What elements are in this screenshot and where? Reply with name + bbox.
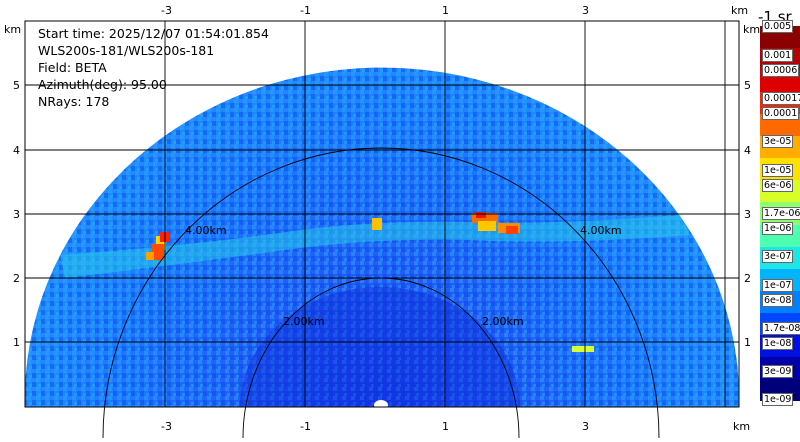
x-unit-bottom: km	[733, 420, 750, 433]
ring-label-right-outer: 4.00km	[580, 224, 622, 237]
start-time-text: Start time: 2025/12/07 01:54:01.854	[38, 26, 269, 41]
colorbar-label: 1e-05	[762, 164, 794, 177]
y-unit-left: km	[4, 23, 21, 36]
x-unit-top: km	[731, 4, 748, 17]
x-tick-bottom: -1	[300, 420, 311, 433]
colorbar-label: 1e-06	[762, 222, 794, 235]
y-tick-right: 1	[744, 336, 751, 349]
y-tick-left: 4	[13, 144, 20, 157]
aerosol-layer	[60, 215, 690, 278]
y-tick-right: 2	[744, 272, 751, 285]
colorbar-label: 6e-08	[762, 294, 794, 307]
colorbar-label: 0.001	[762, 49, 794, 62]
y-tick-left: 1	[13, 336, 20, 349]
x-tick-top: -1	[300, 4, 311, 17]
y-tick-right: 3	[744, 208, 751, 221]
colorbar-label: 0.00017	[762, 92, 800, 105]
colorbar-label: 3e-05	[762, 135, 794, 148]
colorbar-label: 1e-09	[762, 393, 794, 406]
nrays-text: NRays: 178	[38, 94, 110, 109]
scan-info: Start time: 2025/12/07 01:54:01.854 WLS2…	[38, 25, 269, 110]
cloud-echo-right	[472, 212, 520, 234]
y-tick-left: 2	[13, 272, 20, 285]
grid-lines	[25, 21, 739, 407]
y-tick-left: 5	[13, 79, 20, 92]
x-tick-bottom: 3	[582, 420, 589, 433]
y-tick-left: 3	[13, 208, 20, 221]
clutter-patch	[572, 346, 594, 352]
colorbar-label: 0.0001	[762, 107, 800, 120]
cloud-echo-center	[372, 218, 382, 230]
colorbar-label: 1e-08	[762, 337, 794, 350]
colorbar-label: 3e-07	[762, 250, 794, 263]
ring-label-left-inner: 2.00km	[283, 315, 325, 328]
field-text: Field: BETA	[38, 60, 107, 75]
colorbar-label: 1e-07	[762, 279, 794, 292]
colorbar-label: 6e-06	[762, 179, 794, 192]
colorbar-label: 1.7e-08	[762, 322, 800, 335]
scan-sector	[25, 67, 739, 407]
near-range-core	[240, 287, 520, 407]
x-tick-bottom: 1	[442, 420, 449, 433]
colorbar-top-label: 0.005	[762, 20, 794, 33]
ring-label-left-outer: 4.00km	[185, 224, 227, 237]
y-tick-right: 5	[744, 79, 751, 92]
plot-frame	[24, 20, 740, 408]
x-tick-top: 3	[582, 4, 589, 17]
lidar-origin	[374, 400, 388, 407]
x-tick-bottom: -3	[161, 420, 172, 433]
colorbar-label: 1.7e-06	[762, 207, 800, 220]
colorbar-label: 3e-09	[762, 365, 794, 378]
y-unit-right: km	[743, 23, 760, 36]
azimuth-text: Azimuth(deg): 95.00	[38, 77, 167, 92]
x-tick-top: 1	[442, 4, 449, 17]
colorbar-label: 0.0006	[762, 64, 800, 77]
x-tick-top: -3	[161, 4, 172, 17]
instrument-text: WLS200s-181/WLS200s-181	[38, 43, 215, 58]
ring-label-right-inner: 2.00km	[482, 315, 524, 328]
y-tick-right: 4	[744, 144, 751, 157]
